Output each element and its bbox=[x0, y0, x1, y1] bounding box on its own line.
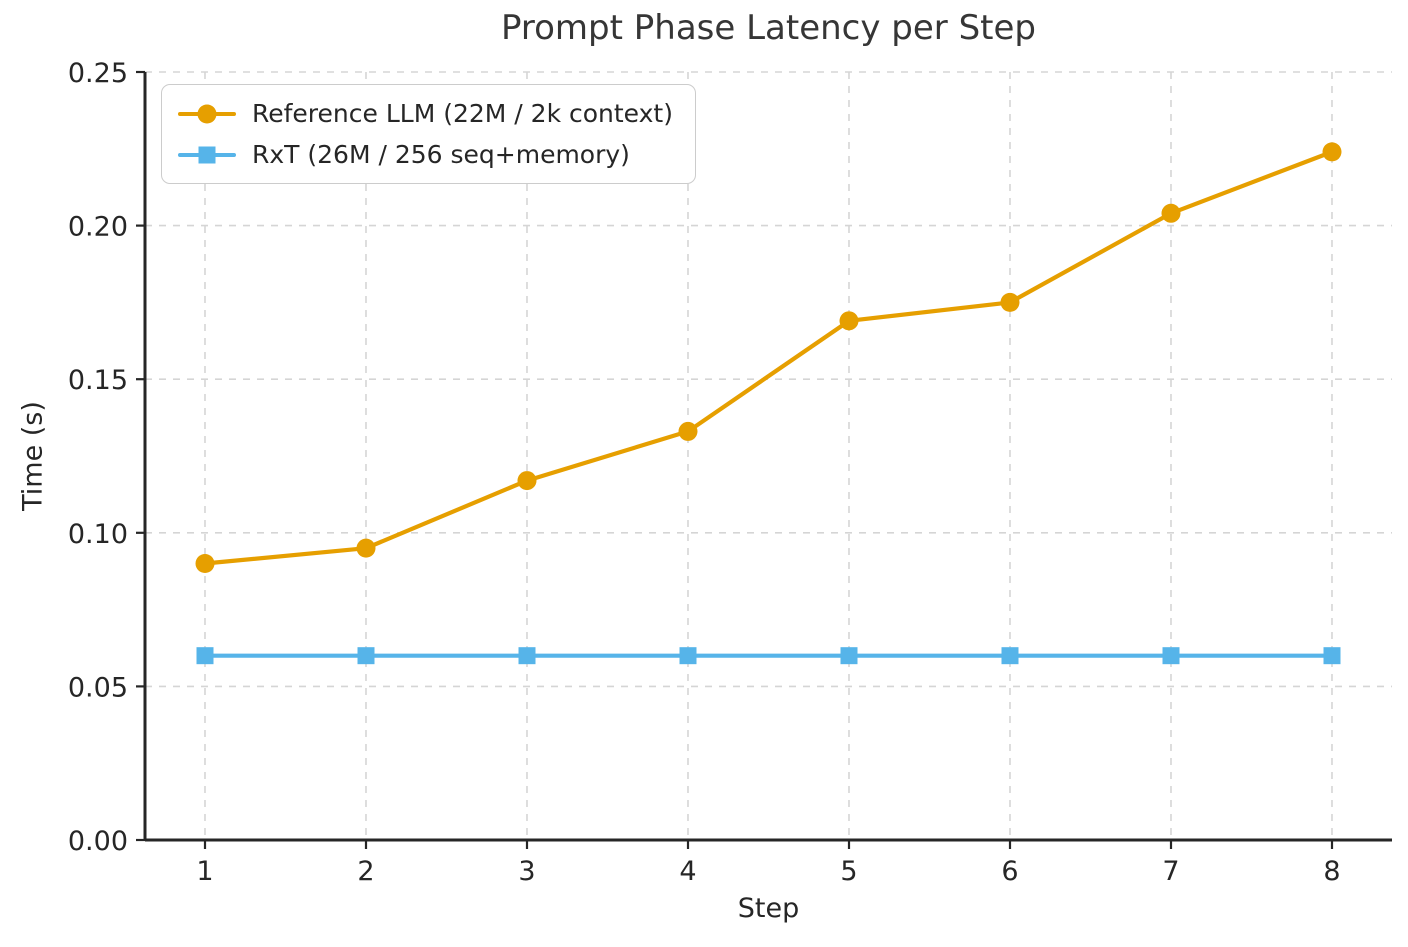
legend-item-label: Reference LLM (22M / 2k context) bbox=[252, 99, 673, 128]
y-tick-label: 0.00 bbox=[68, 826, 128, 857]
legend-marker-swatch bbox=[198, 146, 216, 163]
y-tick-label: 0.10 bbox=[68, 519, 128, 550]
x-axis-label: Step bbox=[737, 893, 800, 924]
series-line-circle bbox=[202, 149, 1335, 566]
legend-item: Reference LLM (22M / 2k context) bbox=[178, 93, 673, 134]
x-tick-label: 4 bbox=[679, 856, 696, 887]
legend-marker-swatch bbox=[197, 104, 217, 123]
data-point-square bbox=[840, 647, 858, 665]
legend-item: RxT (26M / 256 seq+memory) bbox=[178, 134, 673, 175]
legend-sample-square-icon bbox=[178, 144, 236, 166]
data-point-square bbox=[357, 647, 375, 665]
y-tick-label: 0.15 bbox=[68, 365, 128, 396]
y-tick-label: 0.25 bbox=[68, 58, 128, 89]
data-point-square bbox=[1162, 647, 1180, 665]
legend-item-label: RxT (26M / 256 seq+memory) bbox=[252, 140, 630, 169]
legend: Reference LLM (22M / 2k context) RxT (26M… bbox=[161, 84, 696, 184]
data-point-circle bbox=[1161, 203, 1181, 223]
data-point-circle bbox=[517, 471, 537, 491]
data-point-circle bbox=[356, 538, 376, 558]
x-tick-label: 5 bbox=[840, 856, 857, 887]
x-tick-label: 7 bbox=[1162, 856, 1179, 887]
x-tick-label: 2 bbox=[357, 856, 374, 887]
legend-sample-circle-icon bbox=[178, 103, 236, 125]
data-point-square bbox=[1001, 647, 1019, 665]
x-tick-label: 8 bbox=[1323, 856, 1340, 887]
x-tick-label: 3 bbox=[518, 856, 535, 887]
data-point-square bbox=[196, 647, 214, 665]
data-point-circle bbox=[839, 311, 859, 331]
data-point-circle bbox=[678, 421, 698, 441]
data-point-circle bbox=[195, 554, 215, 574]
chart-title: Prompt Phase Latency per Step bbox=[500, 8, 1036, 48]
data-point-square bbox=[679, 647, 697, 665]
data-point-square bbox=[1323, 647, 1341, 665]
data-point-square bbox=[518, 647, 536, 665]
y-tick-label: 0.20 bbox=[68, 212, 128, 243]
x-tick-label: 6 bbox=[1001, 856, 1018, 887]
x-tick-label: 1 bbox=[196, 856, 213, 887]
y-tick-label: 0.05 bbox=[68, 672, 128, 703]
data-point-circle bbox=[1000, 292, 1020, 312]
data-point-circle bbox=[1322, 142, 1342, 162]
